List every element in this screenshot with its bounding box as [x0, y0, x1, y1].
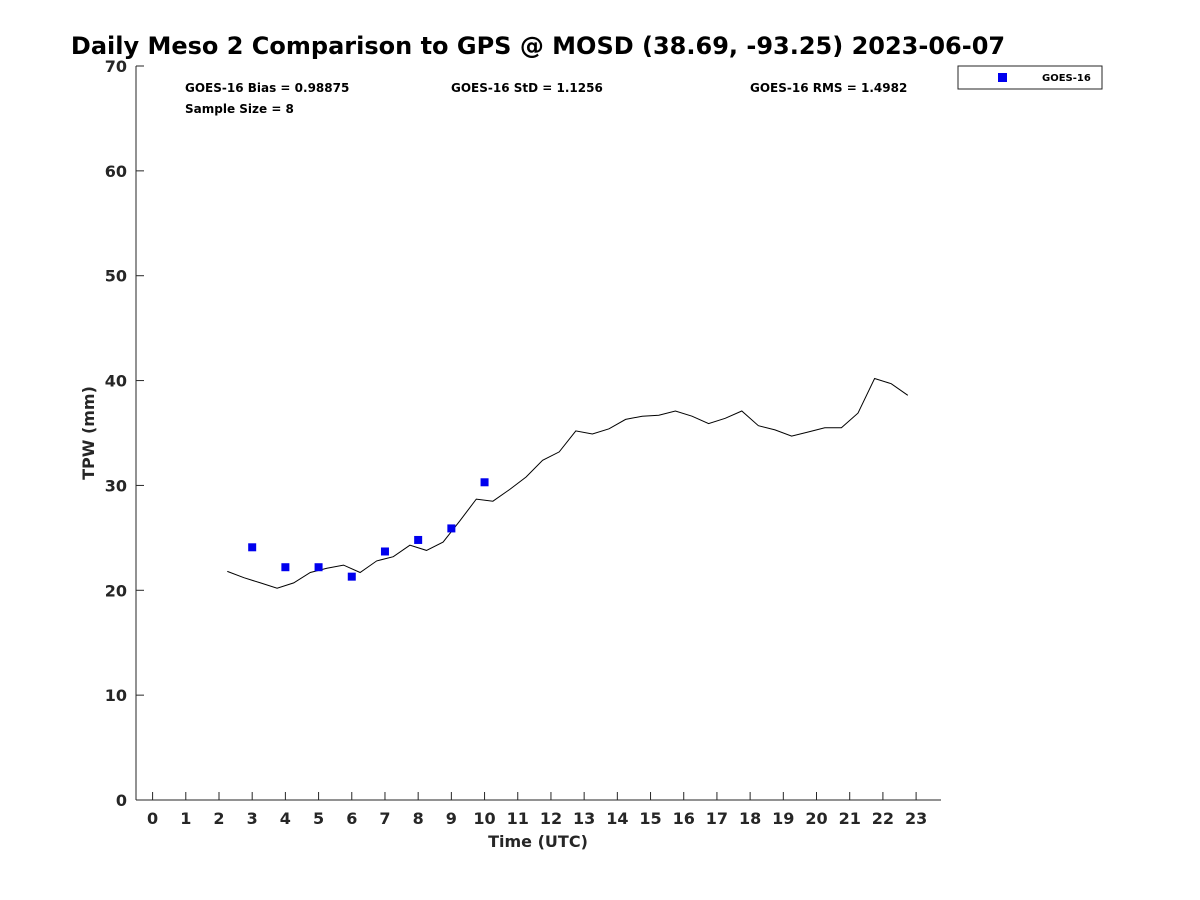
goes16-point	[447, 524, 456, 533]
x-tick-label: 10	[473, 809, 495, 828]
x-tick-label: 23	[905, 809, 927, 828]
y-tick-label: 0	[116, 791, 127, 810]
x-tick-label: 14	[606, 809, 628, 828]
rms-stat: GOES-16 RMS = 1.4982	[750, 81, 907, 95]
x-tick-label: 20	[805, 809, 827, 828]
x-tick-label: 18	[739, 809, 761, 828]
goes16-point	[480, 478, 489, 487]
y-tick-label: 60	[105, 162, 127, 181]
y-tick-label: 40	[105, 372, 127, 391]
legend: GOES-16	[957, 65, 1103, 90]
plot-line-group	[227, 377, 909, 589]
x-tick-label: 21	[839, 809, 861, 828]
x-tick-label: 13	[573, 809, 595, 828]
legend-marker	[998, 73, 1007, 82]
y-tick-label: 20	[105, 581, 127, 600]
goes16-point	[314, 563, 323, 572]
goes16-point	[281, 563, 290, 572]
legend-box	[957, 65, 1103, 90]
x-tick-label: 15	[639, 809, 661, 828]
x-tick-label: 3	[247, 809, 258, 828]
y-tick-label: 70	[105, 57, 127, 76]
goes16-point	[380, 547, 389, 556]
y-tick-label: 10	[105, 686, 127, 705]
x-axis-label: Time (UTC)	[488, 832, 588, 851]
x-tick-label: 12	[540, 809, 562, 828]
chart-title: Daily Meso 2 Comparison to GPS @ MOSD (3…	[71, 32, 1005, 60]
bias-stat: GOES-16 Bias = 0.98875	[185, 81, 349, 95]
plot-points-group	[248, 478, 489, 581]
x-tick-label: 9	[446, 809, 457, 828]
x-tick-label: 22	[872, 809, 894, 828]
x-tick-label: 5	[313, 809, 324, 828]
x-tick-label: 11	[507, 809, 529, 828]
goes16-point	[347, 572, 356, 581]
y-tick-label: 50	[105, 267, 127, 286]
std-stat: GOES-16 StD = 1.1256	[451, 81, 603, 95]
x-tick-label: 4	[280, 809, 291, 828]
legend-label: GOES-16	[1042, 73, 1091, 84]
x-tick-label: 7	[379, 809, 390, 828]
x-tick-label: 1	[180, 809, 191, 828]
y-axis-label: TPW (mm)	[79, 386, 98, 480]
ticks: 0 1 2 3 4 5 6 7 8 9 10 11 12 13 14 15 16 17 18 19 20 21 22 2301…	[105, 57, 928, 828]
sample-size-stat: Sample Size = 8	[185, 102, 294, 116]
goes16-point	[248, 543, 257, 552]
x-tick-label: 2	[213, 809, 224, 828]
axes	[135, 66, 941, 801]
x-tick-label: 17	[706, 809, 728, 828]
x-tick-label: 19	[772, 809, 794, 828]
x-tick-label: 0	[147, 809, 158, 828]
x-tick-label: 8	[413, 809, 424, 828]
goes16-point	[414, 535, 423, 544]
gps-tpw-line	[227, 377, 909, 589]
y-tick-label: 30	[105, 476, 127, 495]
x-tick-label: 16	[673, 809, 695, 828]
x-tick-label: 6	[346, 809, 357, 828]
